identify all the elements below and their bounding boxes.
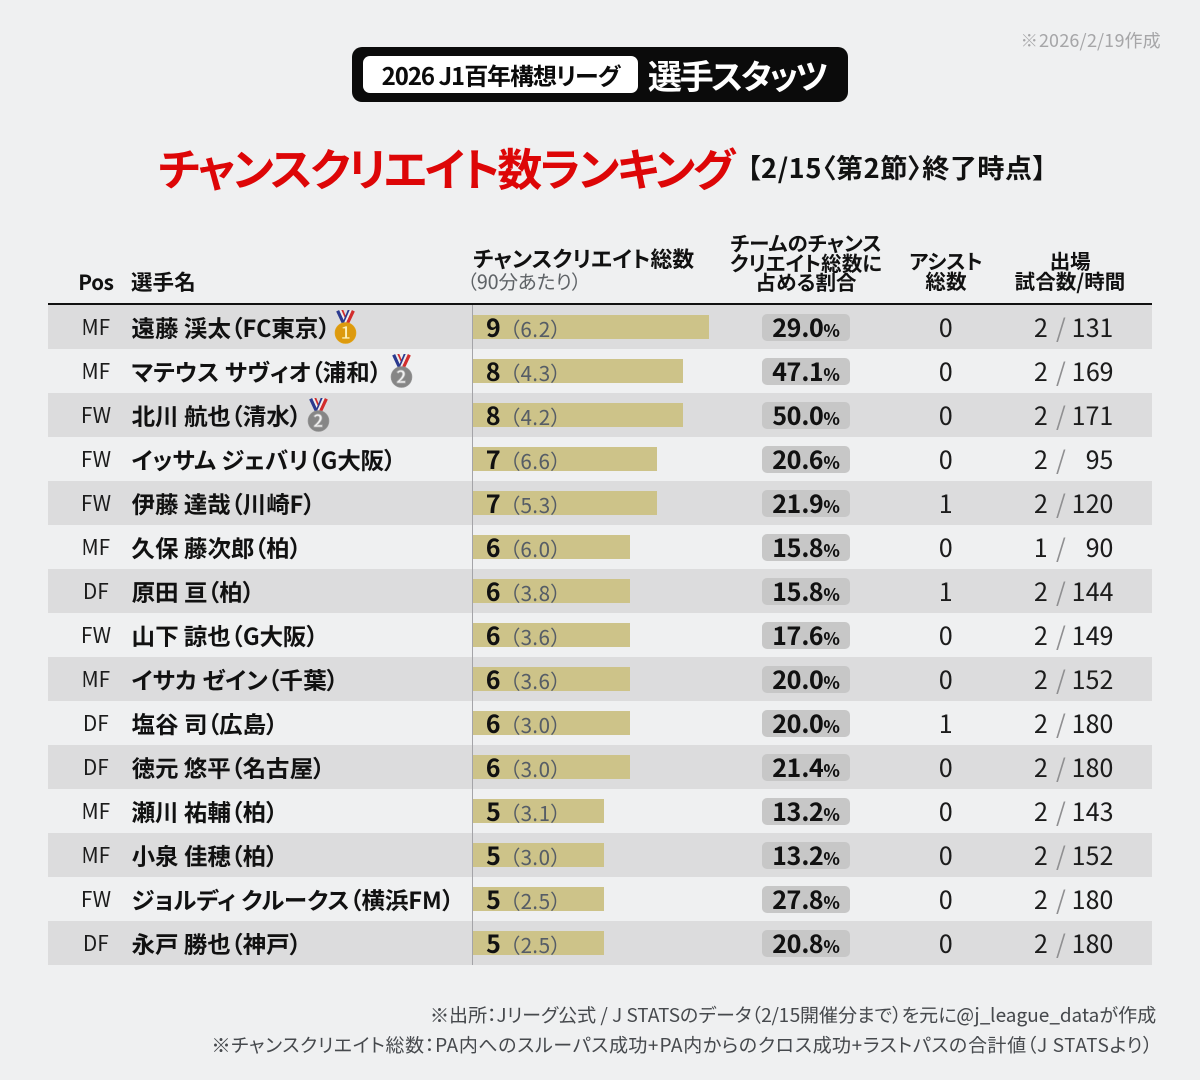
svg-text:1: 1 bbox=[341, 319, 351, 343]
svg-text:2: 2 bbox=[397, 363, 407, 387]
svg-text:2: 2 bbox=[313, 407, 323, 431]
